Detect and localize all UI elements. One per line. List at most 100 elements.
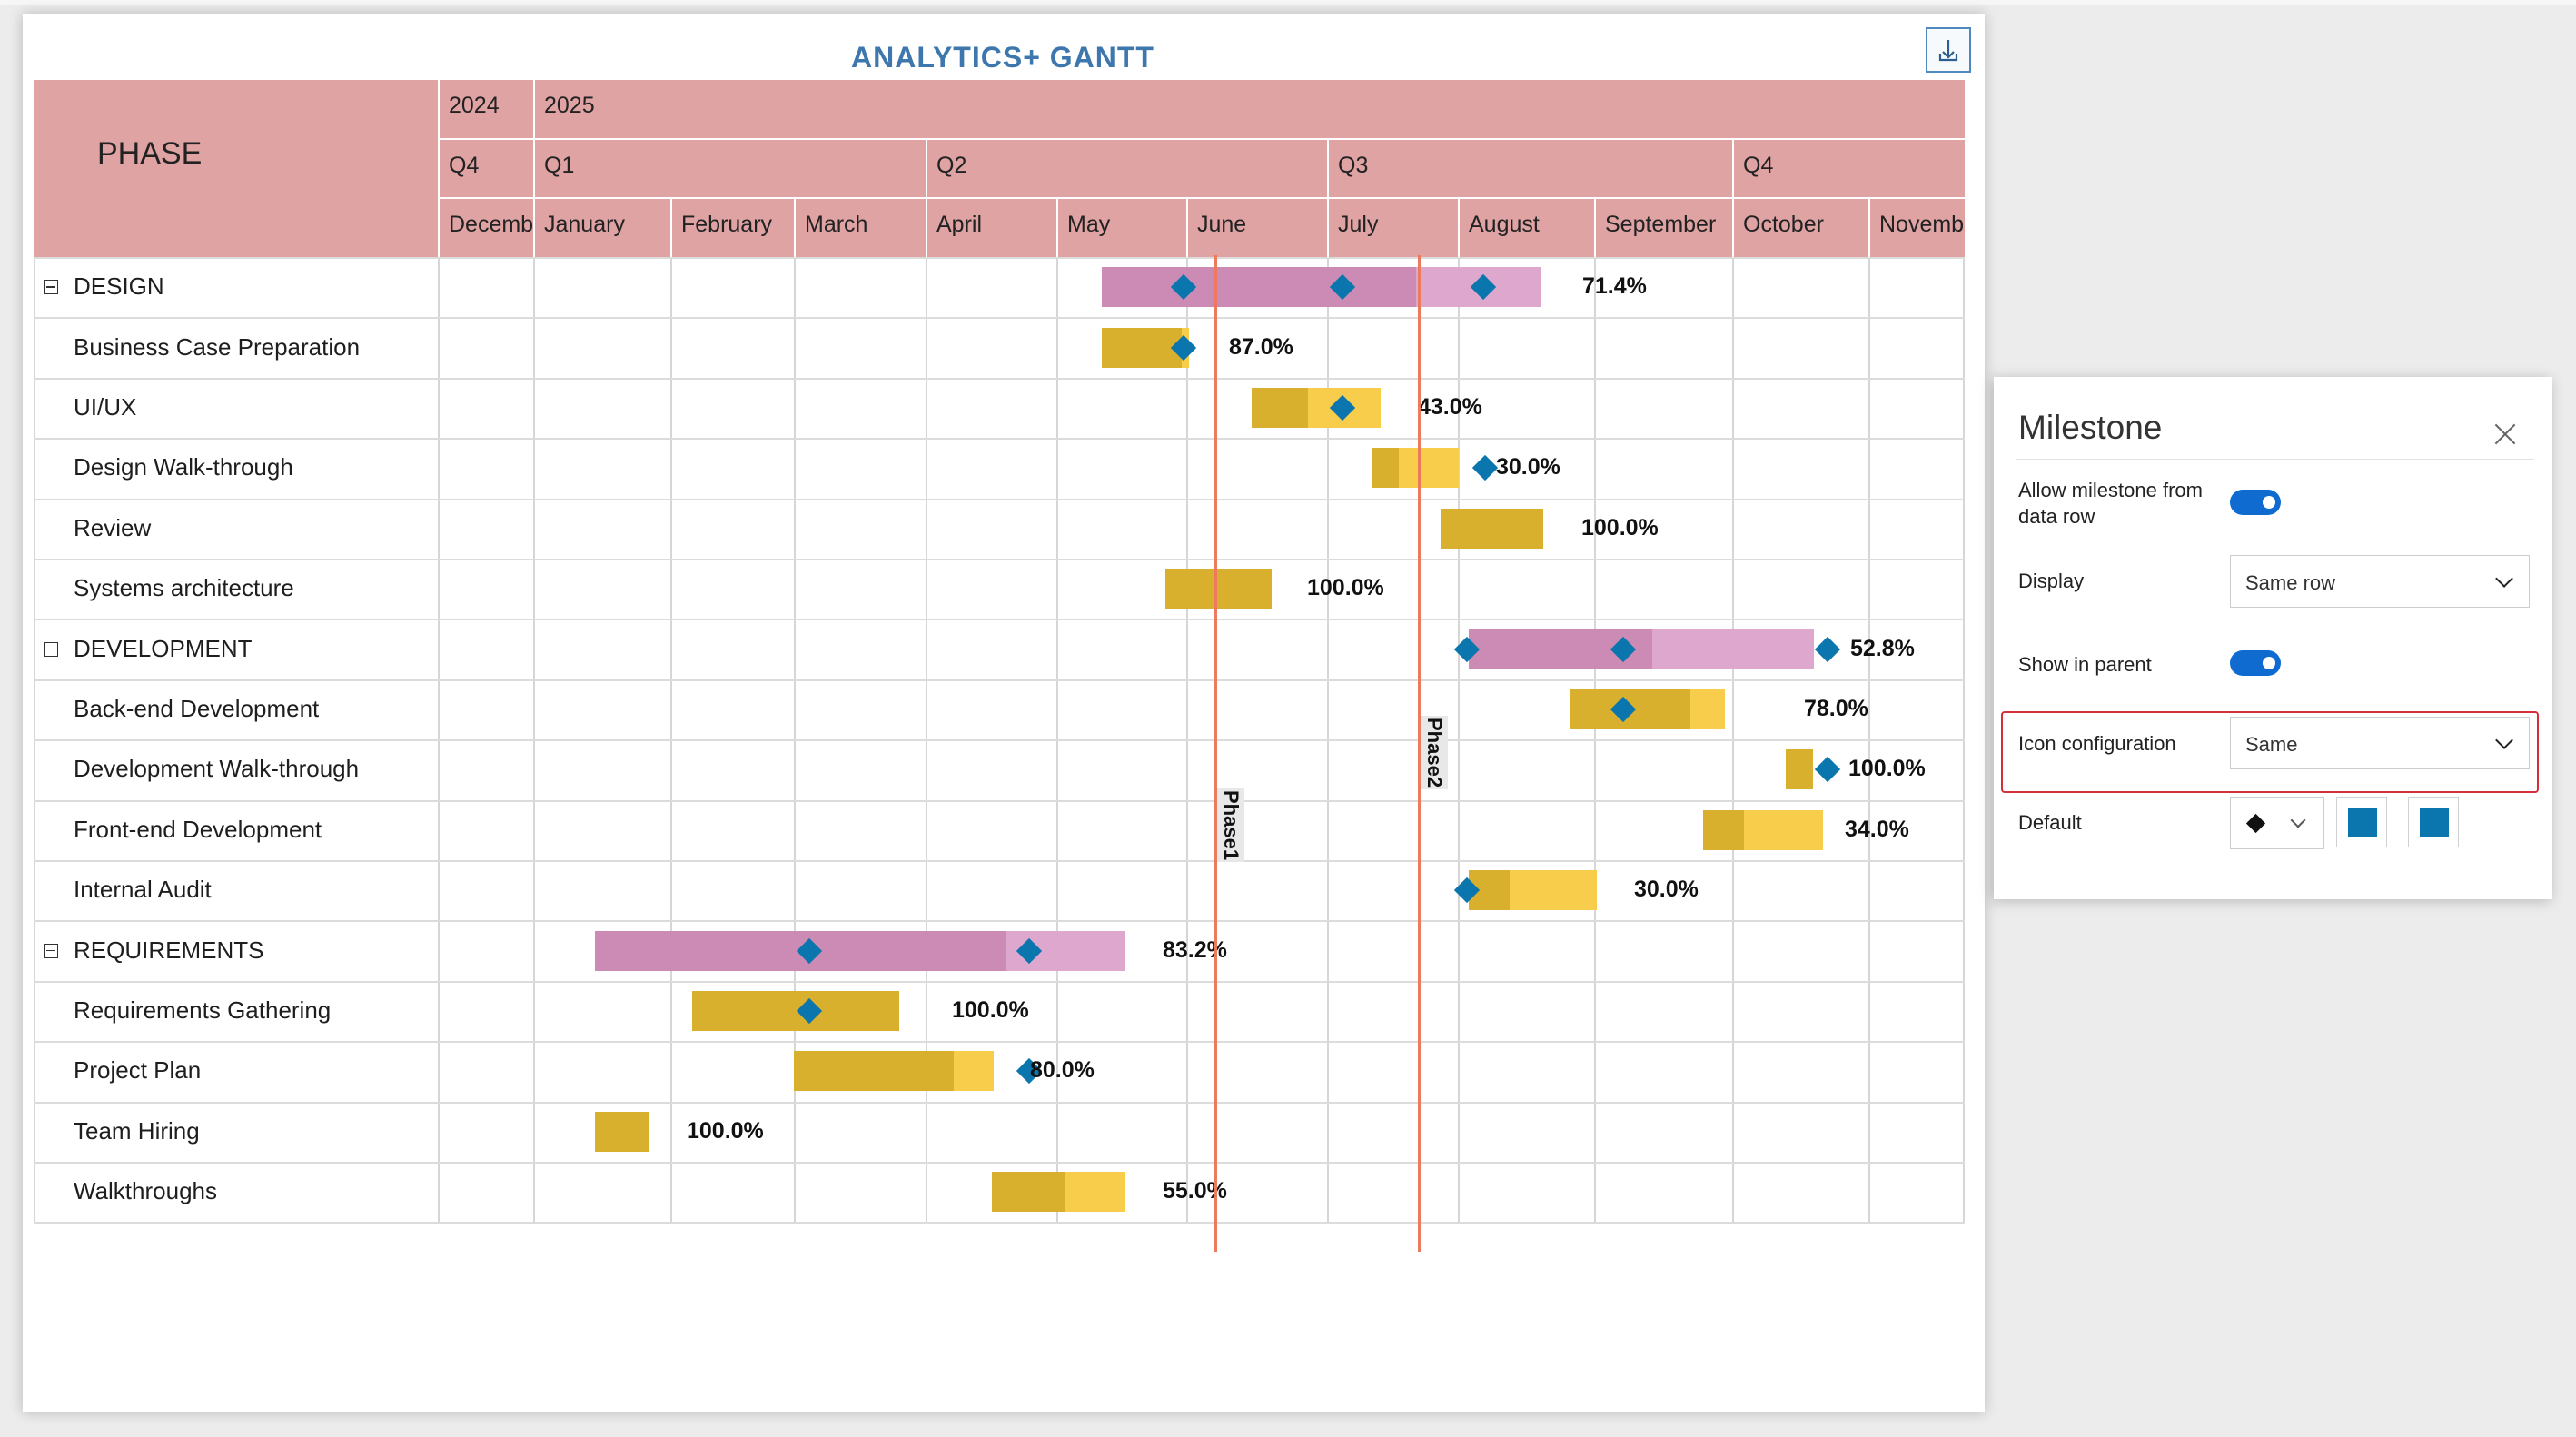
icon-configuration-value: Same xyxy=(2245,733,2298,756)
phase-group-label: DEVELOPMENT xyxy=(74,634,253,662)
quarter-header: Q3 xyxy=(1329,140,1732,197)
month-header: June xyxy=(1188,199,1327,257)
task-bar-remaining[interactable] xyxy=(1744,809,1823,850)
phase1-reference-line xyxy=(1214,255,1217,1252)
icon-configuration-highlight xyxy=(2001,711,2539,793)
completion-percent: 100.0% xyxy=(687,1117,764,1144)
month-header: August xyxy=(1460,199,1594,257)
task-label: Systems architecture xyxy=(74,574,294,602)
completion-percent: 100.0% xyxy=(1581,514,1659,540)
phase1-label: Phase1 xyxy=(1217,788,1244,863)
task-bar-complete[interactable] xyxy=(1703,809,1744,850)
task-bar-remaining[interactable] xyxy=(954,1051,994,1092)
display-select[interactable]: Same row xyxy=(2230,555,2530,608)
completion-percent: 43.0% xyxy=(1418,394,1482,420)
gantt-chart: PHASE 2024 2025 Q4 Q1 Q2 Q3 Q4 Decemb Ja… xyxy=(34,80,1965,1252)
grid-row-line xyxy=(34,1162,1965,1164)
phase-header: PHASE xyxy=(34,80,438,257)
month-header: July xyxy=(1329,199,1458,257)
allow-milestone-toggle[interactable] xyxy=(2230,490,2281,515)
show-in-parent-label: Show in parent xyxy=(2018,653,2152,676)
color-swatch-button[interactable] xyxy=(2336,797,2387,847)
display-label: Display xyxy=(2018,570,2085,592)
task-bar-complete[interactable] xyxy=(1372,448,1399,489)
completion-percent: 30.0% xyxy=(1634,877,1699,903)
task-label: Front-end Development xyxy=(74,815,322,843)
grid-row-line xyxy=(34,1041,1965,1044)
task-bar-complete[interactable] xyxy=(1102,327,1182,368)
task-bar-remaining[interactable] xyxy=(1690,689,1725,729)
completion-percent: 83.2% xyxy=(1163,937,1227,963)
grid-row-line xyxy=(34,559,1965,560)
completion-percent: 100.0% xyxy=(1307,575,1384,601)
task-label: Business Case Preparation xyxy=(74,332,361,361)
month-header: May xyxy=(1058,199,1186,257)
task-bar-remaining[interactable] xyxy=(1065,1172,1125,1213)
month-header: Decemb xyxy=(440,199,533,257)
grid-row-line xyxy=(34,920,1965,923)
milestone-diamond-icon[interactable] xyxy=(1471,455,1499,481)
grid-row-line xyxy=(34,1101,1965,1104)
phase-bar-remaining[interactable] xyxy=(1652,629,1814,669)
task-bar-remaining[interactable] xyxy=(1399,448,1459,489)
task-label: Back-end Development xyxy=(74,695,320,722)
grid-row-line xyxy=(34,438,1965,441)
task-bar-complete[interactable] xyxy=(794,1051,954,1092)
completion-percent: 78.0% xyxy=(1804,696,1868,721)
panel-title: Milestone xyxy=(2018,409,2163,446)
task-bar-complete[interactable] xyxy=(1441,508,1543,549)
grid-row-line xyxy=(34,739,1965,742)
task-bar-complete[interactable] xyxy=(992,1172,1065,1213)
milestone-diamond-icon[interactable] xyxy=(1814,636,1841,662)
milestone-diamond-icon[interactable] xyxy=(1814,757,1841,783)
close-icon[interactable] xyxy=(2493,422,2517,446)
export-button[interactable] xyxy=(1926,27,1971,73)
grid-row-line xyxy=(34,317,1965,320)
month-header: October xyxy=(1734,199,1868,257)
grid-row-line xyxy=(34,1222,1965,1224)
task-label: Development Walk-through xyxy=(74,755,360,783)
icon-configuration-label: Icon configuration xyxy=(2018,732,2176,755)
task-bar-complete[interactable] xyxy=(692,991,899,1031)
allow-milestone-label: Allow milestone from data row xyxy=(2018,479,2203,528)
icon-configuration-select[interactable]: Same xyxy=(2230,717,2530,769)
show-in-parent-toggle[interactable] xyxy=(2230,650,2281,676)
milestone-panel: Milestone Allow milestone from data row … xyxy=(1994,377,2552,899)
task-label: Walkthroughs xyxy=(74,1177,217,1205)
display-select-value: Same row xyxy=(2245,571,2336,594)
color-swatch-button[interactable] xyxy=(2408,797,2459,847)
month-header: April xyxy=(927,199,1056,257)
phase-group-label: REQUIREMENTS xyxy=(74,936,264,964)
collapse-toggle-icon[interactable] xyxy=(44,280,58,295)
grid-row-line xyxy=(34,679,1965,681)
year-header: 2025 xyxy=(535,80,1965,138)
task-label: Review xyxy=(74,513,152,541)
quarter-header: Q2 xyxy=(927,140,1327,197)
phase2-reference-line xyxy=(1418,255,1421,1252)
quarter-header: Q4 xyxy=(440,140,533,197)
chart-title: ANALYTICS+ GANTT xyxy=(851,41,1154,74)
task-label: Design Walk-through xyxy=(74,453,293,481)
completion-percent: 100.0% xyxy=(952,997,1029,1023)
task-bar-remaining[interactable] xyxy=(1510,870,1597,911)
task-bar-complete[interactable] xyxy=(1165,569,1272,609)
gantt-visual: ANALYTICS+ GANTT PHASE 2024 2025 Q4 Q1 Q… xyxy=(23,14,1985,1412)
month-header: February xyxy=(672,199,794,257)
task-bar-complete[interactable] xyxy=(595,1111,649,1152)
panel-divider xyxy=(2016,459,2534,460)
completion-percent: 100.0% xyxy=(1848,756,1926,782)
collapse-toggle-icon[interactable] xyxy=(44,943,58,958)
chevron-down-icon xyxy=(2495,570,2513,588)
task-label: Requirements Gathering xyxy=(74,996,332,1024)
task-bar-complete[interactable] xyxy=(1786,749,1813,790)
task-bar-complete[interactable] xyxy=(1252,388,1308,428)
grid-row-line xyxy=(34,257,1965,259)
grid-row-line xyxy=(34,498,1965,500)
shape-select[interactable] xyxy=(2230,797,2324,849)
chevron-down-icon xyxy=(2290,812,2306,828)
task-label: Team Hiring xyxy=(74,1116,200,1145)
phase-group-label: DESIGN xyxy=(74,273,164,301)
collapse-toggle-icon[interactable] xyxy=(44,641,58,657)
diamond-icon xyxy=(2245,813,2266,834)
phase-bar-complete[interactable] xyxy=(1102,267,1416,308)
